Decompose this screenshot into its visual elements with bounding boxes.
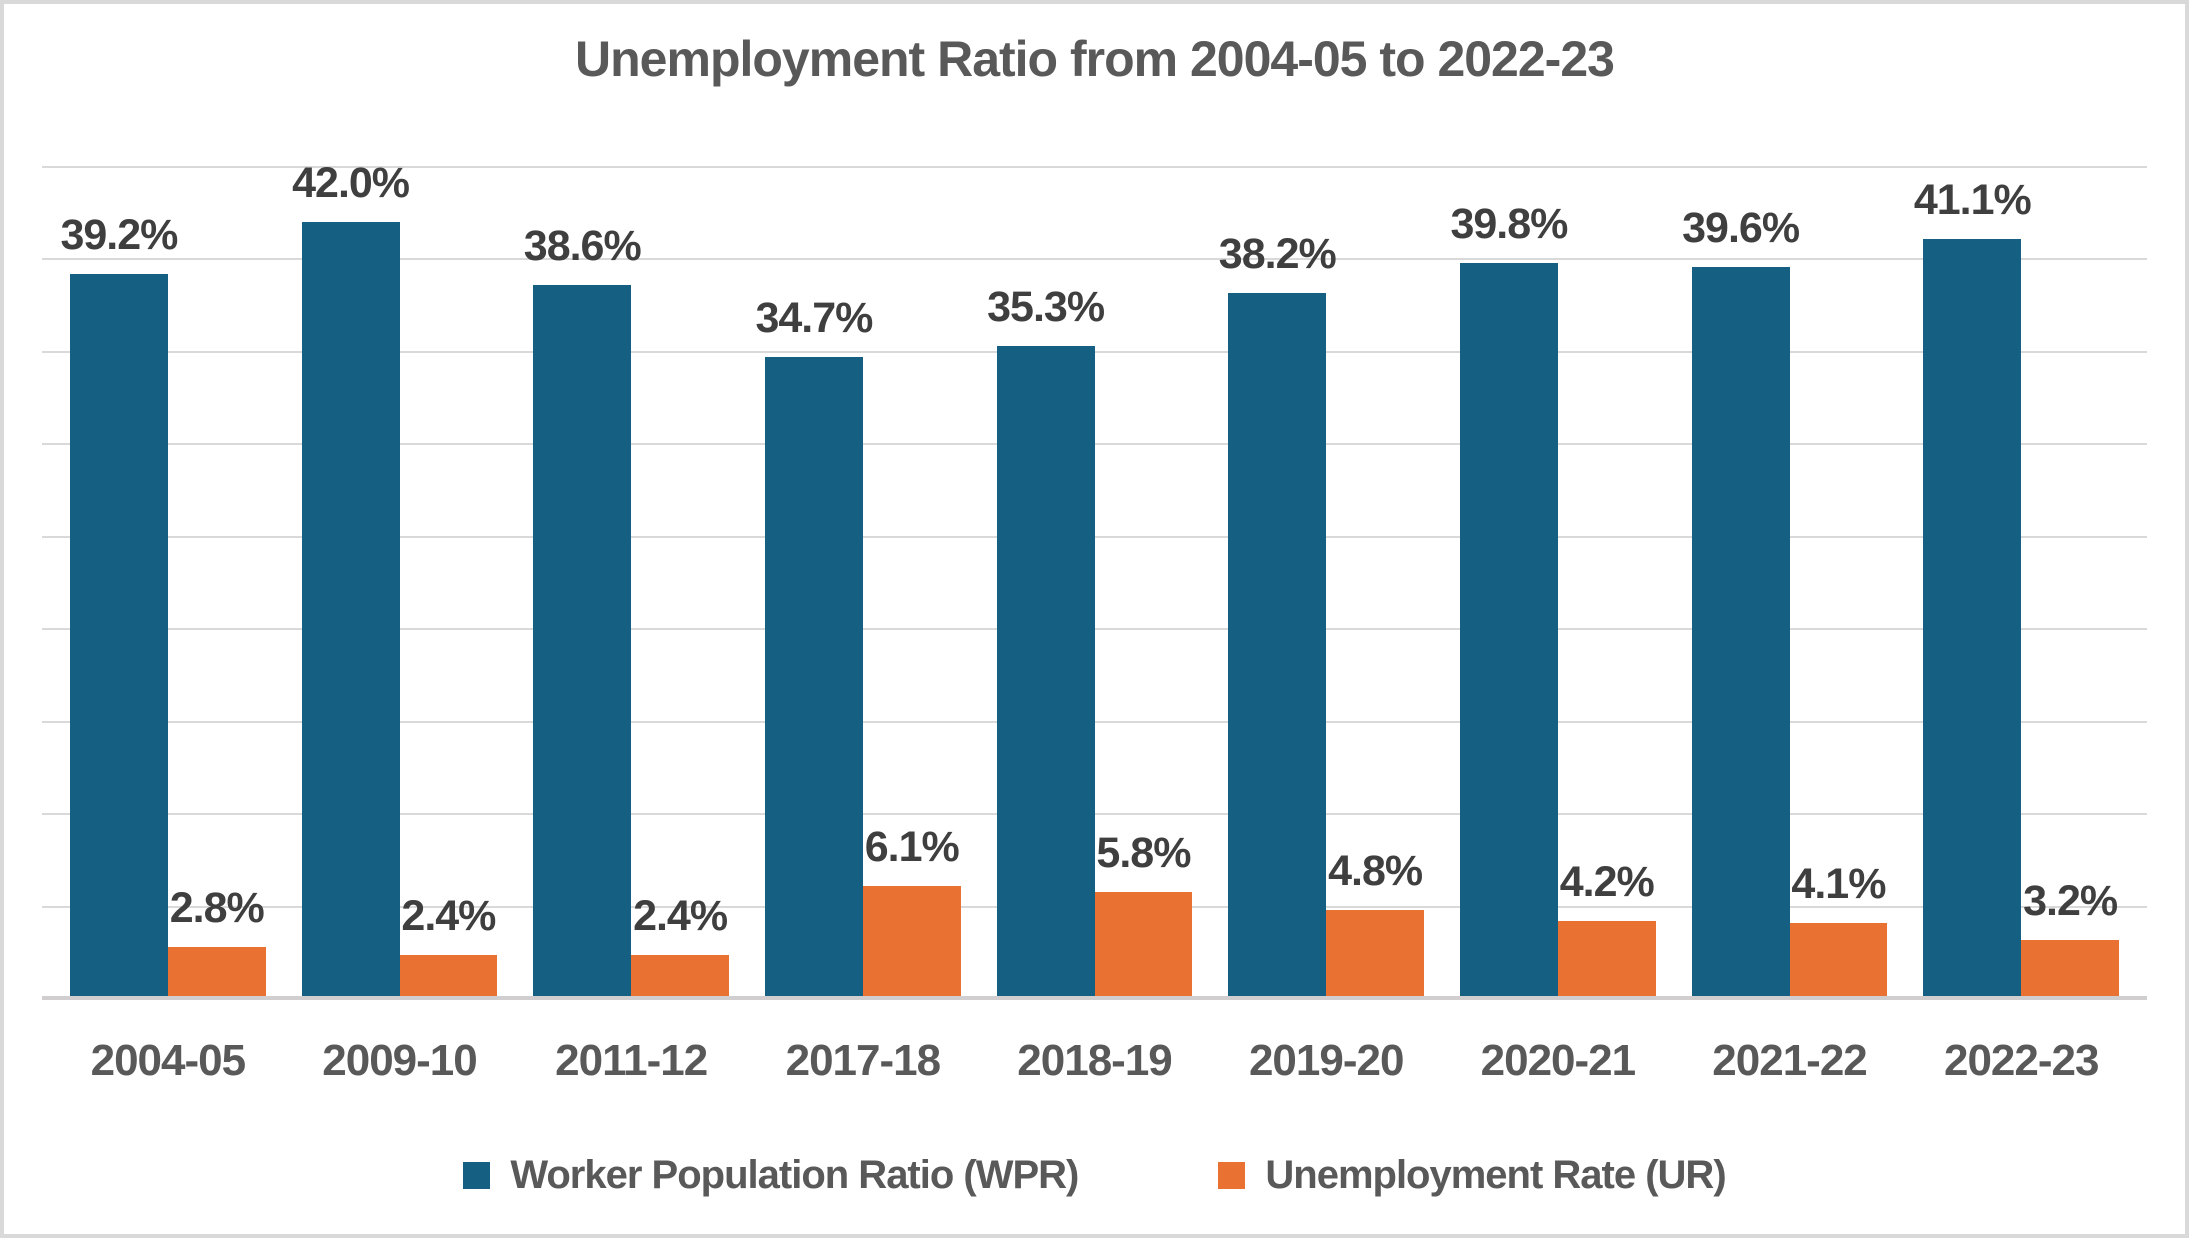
ur-bar: 2.4%	[399, 892, 498, 999]
ur-bar: 2.8%	[167, 884, 266, 999]
wpr-value-label: 39.2%	[60, 211, 178, 260]
ur-bar: 4.8%	[1326, 847, 1425, 999]
ur-value-label: 2.4%	[401, 891, 496, 940]
x-axis-label: 2022-23	[1943, 1036, 2099, 1085]
ur-bar: 2.4%	[631, 892, 729, 999]
ur-value-label: 4.2%	[1559, 858, 1655, 907]
wpr-value-label: 42.0%	[292, 159, 410, 208]
ur-value-label: 6.1%	[864, 823, 960, 872]
wpr-value-label: 41.1%	[1913, 176, 2032, 225]
legend-item-wpr: Worker Population Ratio (WPR)	[463, 1153, 1079, 1198]
wpr-value-label: 35.3%	[987, 283, 1105, 332]
x-axis-label: 2020-21	[1480, 1036, 1636, 1085]
x-axis-label: 2011-12	[555, 1036, 708, 1085]
ur-value-label: 2.4%	[633, 891, 728, 940]
bar-group-2011-12: 38.6% 2.4%	[524, 167, 729, 999]
ur-value-label: 4.8%	[1328, 847, 1423, 896]
bar-group-2004-05: 39.2% 2.8%	[60, 167, 266, 999]
x-axis-label: 2019-20	[1248, 1036, 1404, 1085]
legend-item-ur: Unemployment Rate (UR)	[1218, 1153, 1727, 1198]
bar-group-2020-21: 39.8% 4.2%	[1450, 167, 1656, 999]
wpr-bar: 34.7%	[755, 294, 873, 999]
wpr-value-label: 38.2%	[1218, 229, 1337, 278]
wpr-bar: 38.6%	[524, 222, 642, 999]
bar-group-2022-23: 41.1% 3.2%	[1914, 167, 2120, 999]
x-axis-label: 2018-19	[1017, 1036, 1172, 1085]
legend: Worker Population Ratio (WPR) Unemploymen…	[4, 1153, 2185, 1198]
ur-bar: 4.1%	[1789, 860, 1888, 999]
wpr-bar: 39.8%	[1450, 200, 1568, 999]
chart-title: Unemployment Ratio from 2004-05 to 2022-…	[575, 31, 1615, 87]
x-axis-label: 2004-05	[90, 1036, 246, 1085]
bar-group-2017-18: 34.7% 6.1%	[755, 167, 961, 999]
wpr-value-label: 39.8%	[1450, 200, 1568, 249]
wpr-value-label: 38.6%	[523, 222, 642, 271]
wpr-bar: 38.2%	[1219, 230, 1337, 999]
legend-label: Worker Population Ratio (WPR)	[510, 1153, 1079, 1197]
plot-area: 39.2% 2.8% 42.0% 2.4% 38.6% 2.4% 34.7% 6.1% 35.3…	[42, 159, 2147, 1000]
ur-bar: 6.1%	[862, 823, 961, 999]
x-axis-label: 2009-10	[322, 1036, 477, 1085]
wpr-bar: 42.0%	[292, 159, 410, 999]
bar-group-2009-10: 42.0% 2.4%	[292, 159, 498, 999]
bar-group-2021-22: 39.6% 4.1%	[1682, 167, 1888, 999]
ur-value-label: 3.2%	[2023, 876, 2118, 925]
ur-value-label: 4.1%	[1791, 860, 1886, 909]
legend-swatch-icon	[463, 1162, 491, 1189]
ur-value-label: 2.8%	[169, 884, 265, 933]
bar-group-2018-19: 35.3% 5.8%	[987, 167, 1193, 999]
ur-bar: 5.8%	[1094, 829, 1193, 999]
x-axis: 2004-05 2009-10 2011-12 2017-18 2018-19 2019-…	[42, 1036, 2147, 1086]
bars-container: 39.2% 2.8% 42.0% 2.4% 38.6% 2.4% 34.7% 6.1% 35.3…	[42, 159, 2147, 999]
gridline	[42, 258, 2147, 261]
wpr-value-label: 34.7%	[755, 294, 873, 343]
wpr-value-label: 39.6%	[1682, 203, 1800, 252]
ur-value-label: 5.8%	[1096, 828, 1191, 877]
x-axis-label: 2021-22	[1712, 1036, 1867, 1085]
gridline	[42, 166, 2147, 168]
wpr-bar: 39.6%	[1682, 204, 1800, 999]
bar-group-2019-20: 38.2% 4.8%	[1219, 167, 1425, 999]
ur-bar: 4.2%	[1557, 858, 1656, 999]
x-axis-line	[42, 996, 2147, 1000]
ur-bar: 3.2%	[2021, 877, 2120, 999]
x-axis-label: 2017-18	[785, 1036, 941, 1085]
legend-swatch-icon	[1218, 1162, 1246, 1189]
legend-label: Unemployment Rate (UR)	[1265, 1153, 1726, 1197]
wpr-bar: 41.1%	[1914, 176, 2032, 999]
wpr-bar: 35.3%	[987, 283, 1105, 999]
wpr-bar: 39.2%	[60, 211, 178, 999]
